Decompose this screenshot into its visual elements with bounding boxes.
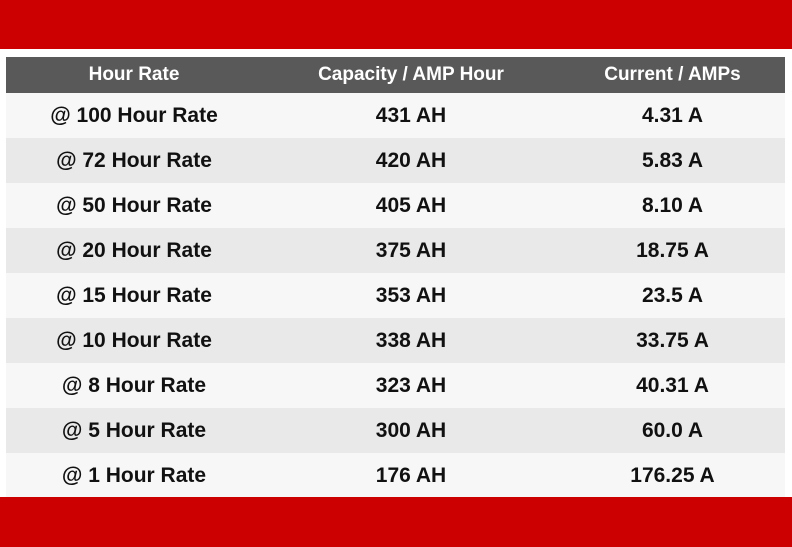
hour-rate-cell: @ 20 Hour Rate	[56, 238, 212, 262]
current-cell: 23.5 A	[641, 283, 704, 307]
capacity-cell: 405 AH	[375, 193, 447, 217]
hour-rate-cell: @ 5 Hour Rate	[61, 418, 207, 442]
capacity-cell: 431 AH	[375, 103, 447, 127]
hour-rate-cell: @ 72 Hour Rate	[56, 148, 212, 172]
current-cell: 40.31 A	[636, 373, 709, 397]
bottom-red-band	[0, 497, 792, 547]
current-cell: 18.75 A	[636, 238, 709, 262]
capacity-cell: 420 AH	[375, 148, 447, 172]
capacity-cell: 338 AH	[375, 328, 447, 352]
current-cell: 176.25 A	[630, 463, 715, 487]
current-cell: 33.75 A	[636, 328, 709, 352]
hour-rate-cell: @ 15 Hour Rate	[56, 283, 212, 307]
capacity-cell: 300 AH	[375, 418, 447, 442]
capacity-cell: 176 AH	[375, 463, 447, 487]
current-cell: 60.0 A	[641, 418, 704, 442]
header-row: Hour Rate Capacity / AMP Hour Current / …	[6, 57, 785, 93]
table-header: Hour Rate Capacity / AMP Hour Current / …	[6, 57, 785, 93]
table-row: @ 100 Hour Rate 431 AH 4.31 A	[6, 93, 785, 138]
table-row: @ 20 Hour Rate 375 AH 18.75 A	[6, 228, 785, 273]
hour-rate-cell: @ 8 Hour Rate	[61, 373, 207, 397]
capacity-cell: 323 AH	[375, 373, 447, 397]
table-row: @ 72 Hour Rate 420 AH 5.83 A	[6, 138, 785, 183]
battery-rate-table: Hour Rate Capacity / AMP Hour Current / …	[6, 57, 785, 498]
table-row: @ 1 Hour Rate 176 AH 176.25 A	[6, 453, 785, 498]
hour-rate-cell: @ 50 Hour Rate	[56, 193, 212, 217]
current-cell: 8.10 A	[641, 193, 704, 217]
battery-rate-table-container: Hour Rate Capacity / AMP Hour Current / …	[6, 57, 785, 498]
table-row: @ 15 Hour Rate 353 AH 23.5 A	[6, 273, 785, 318]
current-cell: 4.31 A	[641, 103, 704, 127]
top-red-band	[0, 0, 792, 49]
hour-rate-cell: @ 100 Hour Rate	[50, 103, 218, 127]
table-row: @ 8 Hour Rate 323 AH 40.31 A	[6, 363, 785, 408]
hour-rate-cell: @ 10 Hour Rate	[56, 328, 212, 352]
hour-rate-cell: @ 1 Hour Rate	[61, 463, 207, 487]
table-row: @ 10 Hour Rate 338 AH 33.75 A	[6, 318, 785, 363]
current-cell: 5.83 A	[641, 148, 704, 172]
table-row: @ 50 Hour Rate 405 AH 8.10 A	[6, 183, 785, 228]
header-capacity: Capacity / AMP Hour	[318, 64, 504, 85]
table-row: @ 5 Hour Rate 300 AH 60.0 A	[6, 408, 785, 453]
table-body: @ 100 Hour Rate 431 AH 4.31 A @ 72 Hour …	[6, 93, 785, 498]
header-current: Current / AMPs	[604, 64, 741, 85]
header-hour-rate: Hour Rate	[88, 64, 180, 85]
capacity-cell: 353 AH	[375, 283, 447, 307]
capacity-cell: 375 AH	[375, 238, 447, 262]
